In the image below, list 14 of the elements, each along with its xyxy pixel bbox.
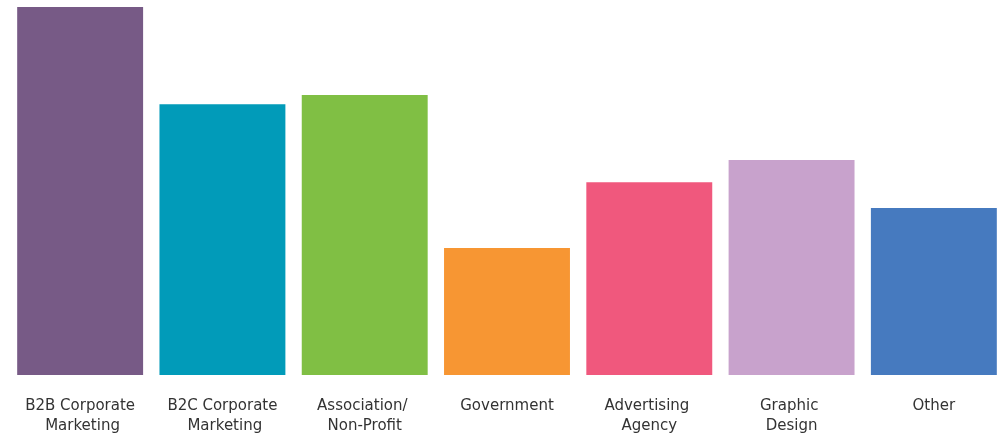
bar (728, 160, 855, 375)
x-tick-label: Government (460, 396, 554, 414)
x-tick-label: Advertising Agency (604, 396, 695, 434)
x-tick-label: B2B Corporate Marketing (25, 396, 136, 434)
x-tick-label: B2C Corporate Marketing (167, 396, 278, 434)
x-tick-label: Association/ Non-Profit (317, 396, 413, 434)
bar (159, 104, 286, 375)
bar (17, 7, 144, 375)
bar (870, 207, 997, 375)
bar (301, 94, 428, 375)
x-tick-label: Other (912, 396, 956, 414)
x-tick-label: Graphic Design (759, 396, 824, 434)
bar (586, 182, 713, 375)
bar (444, 248, 570, 375)
